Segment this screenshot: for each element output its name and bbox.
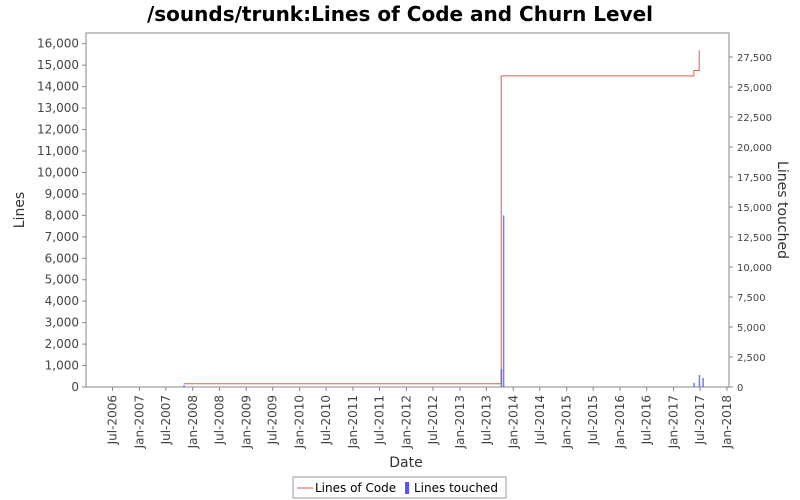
- chart-title: /sounds/trunk:Lines of Code and Churn Le…: [147, 2, 653, 26]
- legend-box: [292, 476, 507, 499]
- y-tick-label: 14,000: [37, 80, 79, 94]
- y-tick-label: 0: [71, 380, 79, 394]
- y-tick-label: 10,000: [37, 165, 79, 179]
- y-tick-label: 1,000: [45, 359, 79, 373]
- x-tick-label: Jan-2009: [239, 395, 253, 449]
- x-tick-label: Jul-2006: [105, 395, 119, 445]
- y-tick-label: 4,000: [45, 294, 79, 308]
- legend-label-touched: Lines touched: [414, 481, 498, 495]
- legend-bar-swatch: [405, 482, 409, 494]
- legend: Lines of Code Lines touched: [292, 476, 507, 499]
- y-tick-label: 11,000: [37, 144, 79, 158]
- x-tick-label: Jul-2013: [479, 395, 493, 445]
- y2-tick-label: 22,500: [737, 113, 772, 124]
- y-tick-label: 6,000: [45, 251, 79, 265]
- y-tick-label: 8,000: [45, 208, 79, 222]
- y-axis-label: Lines: [12, 192, 28, 228]
- churn-bar: [698, 375, 701, 387]
- x-tick-label: Jan-2017: [667, 395, 681, 449]
- loc-series-line: [183, 50, 700, 385]
- legend-label-loc: Lines of Code: [315, 481, 396, 495]
- y-tick-label: 13,000: [37, 101, 79, 115]
- y2-tick-label: 10,000: [737, 263, 772, 274]
- plot-area: 0 1,000 2,000 3,000 4,000 5,000 6,000 7,000 8,00…: [37, 32, 772, 449]
- y-tick-label: 7,000: [45, 230, 79, 244]
- x-tick-label: Jan-2015: [560, 395, 574, 449]
- x-tick-label: Jul-2017: [693, 395, 707, 445]
- y2-tick-label: 25,000: [737, 83, 772, 94]
- y-tick-label: 12,000: [37, 123, 79, 137]
- x-tick-label: Jul-2009: [266, 395, 280, 445]
- y2-tick-label: 17,500: [737, 173, 772, 184]
- x-tick-label: Jan-2007: [132, 395, 146, 449]
- x-tick-label: Jan-2011: [346, 395, 360, 449]
- plot-frame: [85, 32, 730, 388]
- x-tick-label: Jul-2016: [640, 395, 654, 445]
- x-axis-label: Date: [389, 455, 422, 471]
- x-tick-label: Jul-2007: [159, 395, 173, 445]
- y2-tick-label: 27,500: [737, 53, 772, 64]
- y2-tick-label: 7,500: [737, 293, 766, 304]
- y-tick-label: 3,000: [45, 316, 79, 330]
- churn-bar: [702, 378, 704, 387]
- y-tick-label: 9,000: [45, 187, 79, 201]
- x-tick-label: Jul-2011: [372, 395, 386, 445]
- churn-bar: [183, 385, 185, 387]
- x-tick-label: Jul-2010: [319, 395, 333, 445]
- x-tick-label: Jul-2014: [533, 395, 547, 445]
- y2-tick-label: 15,000: [737, 203, 772, 214]
- y-tick-label: 16,000: [37, 37, 79, 51]
- x-tick-label: Jan-2012: [399, 395, 413, 449]
- y2-tick-label: 2,500: [737, 353, 766, 364]
- churn-bar: [500, 369, 503, 387]
- x-tick-label: Jan-2013: [453, 395, 467, 449]
- x-tick-label: Jul-2015: [586, 395, 600, 445]
- y2-tick-label: 12,500: [737, 233, 772, 244]
- y-tick-label: 15,000: [37, 58, 79, 72]
- y2-tick-label: 0: [737, 383, 743, 394]
- x-tick-label: Jan-2010: [293, 395, 307, 449]
- x-tick-label: Jan-2008: [186, 395, 200, 449]
- churn-bar: [693, 382, 695, 387]
- y2-tick-label: 20,000: [737, 143, 772, 154]
- y-tick-label: 2,000: [45, 337, 79, 351]
- y2-tick-label: 5,000: [737, 323, 766, 334]
- x-tick-label: Jan-2014: [506, 395, 520, 449]
- x-tick-label: Jan-2016: [613, 395, 627, 449]
- x-tick-label: Jul-2008: [212, 395, 226, 445]
- y2-axis-label: Lines touched: [774, 161, 790, 259]
- churn-bar: [502, 215, 505, 387]
- x-tick-label: Jul-2012: [426, 395, 440, 445]
- y-tick-label: 5,000: [45, 273, 79, 287]
- x-tick-label: Jan-2018: [720, 395, 734, 449]
